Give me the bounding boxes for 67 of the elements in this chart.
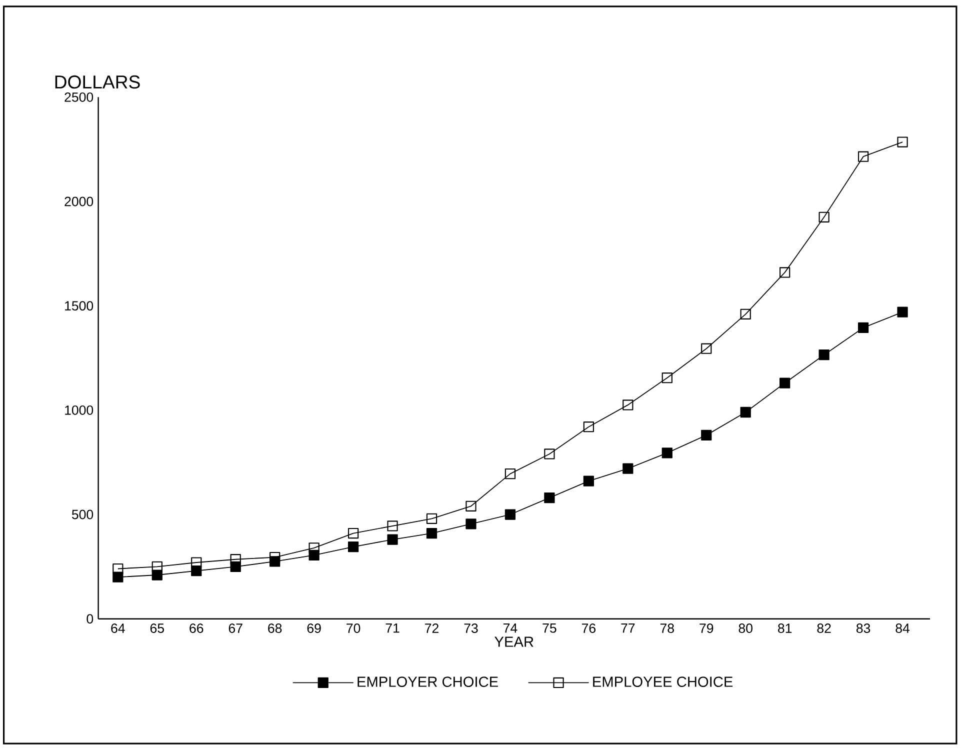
point xyxy=(897,306,908,318)
y-axis-title: DOLLARS xyxy=(55,75,140,89)
point xyxy=(544,492,555,504)
point xyxy=(191,557,202,568)
point xyxy=(818,212,830,222)
point xyxy=(740,308,751,320)
point xyxy=(701,430,712,441)
point xyxy=(308,542,320,554)
point xyxy=(348,542,359,552)
x-tick-label: 74 xyxy=(504,624,518,633)
y-tick-label: 1000 xyxy=(65,406,94,415)
x-tick-label: 66 xyxy=(190,624,204,633)
x-tick-label: 78 xyxy=(660,624,674,633)
x-tick-label: 75 xyxy=(542,624,556,633)
point xyxy=(662,448,672,458)
point xyxy=(230,554,241,565)
point xyxy=(622,400,634,410)
point xyxy=(466,500,476,512)
legend-label: EMPLOYER CHOICE xyxy=(358,676,498,687)
y-tick-label: 500 xyxy=(72,510,94,520)
y-tick-label: 2000 xyxy=(64,196,94,206)
x-axis-title: YEAR xyxy=(494,636,534,647)
x-tick-label: 68 xyxy=(268,624,282,633)
y-tick-label: 0 xyxy=(86,614,94,624)
point xyxy=(348,528,359,539)
x-tick-label: 65 xyxy=(150,624,164,633)
x-tick-label: 69 xyxy=(307,624,321,633)
point xyxy=(387,520,398,532)
point xyxy=(583,476,594,486)
point xyxy=(818,350,830,360)
point xyxy=(544,448,555,460)
point xyxy=(780,378,790,388)
x-tick-label: 72 xyxy=(425,624,438,633)
x-tick-label: 80 xyxy=(738,624,752,633)
point xyxy=(662,372,672,384)
x-tick-label: 67 xyxy=(228,624,242,633)
x-tick-label: 82 xyxy=(817,624,831,633)
point xyxy=(740,406,751,418)
point xyxy=(504,509,516,520)
x-tick-label: 83 xyxy=(856,624,870,633)
point xyxy=(622,463,634,474)
y-tick-label: 2500 xyxy=(64,92,94,102)
x-tick-label: 70 xyxy=(346,624,360,633)
point xyxy=(583,422,594,432)
x-tick-label: 64 xyxy=(111,624,125,633)
point xyxy=(897,136,908,148)
x-tick-label: 84 xyxy=(896,624,910,633)
y-tick-label: 1500 xyxy=(65,301,94,311)
point xyxy=(270,552,280,563)
point xyxy=(426,528,438,539)
point xyxy=(387,534,398,545)
x-tick-label: 79 xyxy=(700,624,714,633)
x-tick-label: 81 xyxy=(778,624,792,633)
point xyxy=(504,468,516,480)
x-tick-label: 76 xyxy=(582,624,596,633)
x-tick-label: 73 xyxy=(464,624,478,633)
point xyxy=(112,563,124,574)
point xyxy=(858,322,869,334)
point xyxy=(426,513,438,524)
point xyxy=(152,561,162,572)
legend-label: EMPLOYEE CHOICE xyxy=(593,676,733,687)
point xyxy=(466,518,476,530)
x-tick-label: 71 xyxy=(386,624,400,633)
x-tick-label: 77 xyxy=(621,624,635,633)
point xyxy=(858,151,869,162)
point xyxy=(701,343,712,354)
point xyxy=(780,267,790,278)
